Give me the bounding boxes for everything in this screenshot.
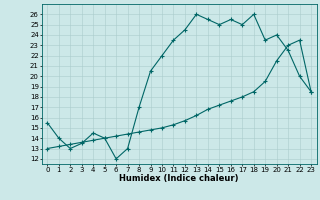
- X-axis label: Humidex (Indice chaleur): Humidex (Indice chaleur): [119, 174, 239, 183]
